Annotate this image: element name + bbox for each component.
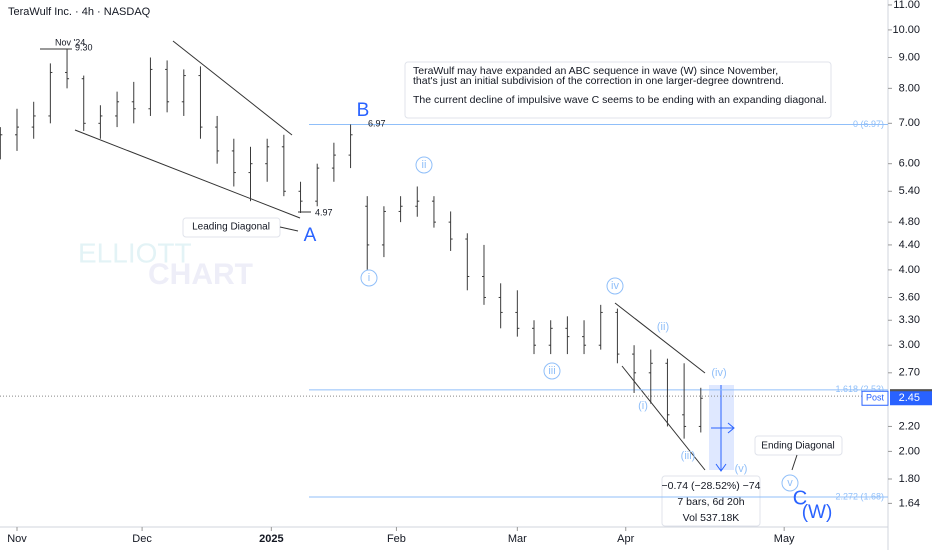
x-tick-label: Mar (508, 533, 527, 545)
annotation: i (368, 272, 370, 284)
y-tick-label: 2.70 (899, 367, 920, 379)
fib-label: 1.618 (2.53) (835, 384, 884, 394)
wave-circle (781, 474, 799, 492)
annotation: (ii) (657, 321, 669, 333)
annotation: Vol 537.18K (683, 512, 740, 524)
y-tick-label: 1.80 (899, 473, 920, 485)
y-tick-label: 3.00 (899, 339, 920, 351)
x-tick-label: 2025 (259, 533, 283, 545)
wave-circle (360, 269, 378, 287)
annotation: v (787, 477, 793, 489)
annotation: (iv) (711, 367, 726, 379)
callout-box (754, 435, 843, 456)
fib-label: 0 (6.97) (853, 119, 884, 129)
post-label: Post (866, 393, 885, 403)
annotation: TeraWulf may have expanded an ABC sequen… (413, 65, 778, 77)
fib-label: 2.272 (1.68) (835, 491, 884, 501)
y-tick-label: 4.80 (899, 216, 920, 228)
x-tick-label: Nov (7, 533, 27, 545)
annotation: ELLIOTT (78, 237, 192, 268)
annotation: −0.74 (−28.52%) −74 (662, 480, 761, 492)
trendline (614, 302, 706, 374)
annotation: iv (611, 280, 619, 292)
measure-arrowhead (727, 422, 735, 434)
callout-pointer (279, 226, 299, 232)
annotation: A (304, 225, 317, 246)
annotation: (i) (638, 400, 648, 412)
x-tick-label: May (774, 533, 795, 545)
y-tick-label: 4.00 (899, 264, 920, 276)
annotation: 9.30 (75, 42, 93, 52)
annotation: (iii) (681, 450, 696, 462)
trendline (172, 40, 293, 136)
y-tick-label: 5.40 (899, 185, 920, 197)
annotation: ii (422, 159, 427, 171)
annotation: 6.97 (368, 118, 386, 128)
note-box (404, 61, 832, 119)
wave-circle (606, 277, 624, 295)
trendline (74, 129, 301, 219)
annotation: iii (548, 365, 555, 377)
y-tick-label: 1.64 (899, 497, 920, 509)
callout-pointer (791, 454, 798, 471)
post-tag (861, 390, 889, 406)
y-tick-label: 7.00 (899, 117, 920, 129)
annotation: Leading Diagonal (192, 222, 270, 233)
x-tick-label: Feb (387, 533, 406, 545)
annotation: B (357, 100, 370, 121)
x-tick-label: Dec (132, 533, 152, 545)
y-tick-label: 4.40 (899, 239, 920, 251)
x-tick-label: Apr (617, 533, 634, 545)
annotation: Ending Diagonal (761, 441, 834, 452)
price-tag-label: 2.45 (899, 392, 920, 404)
annotation: CHART (148, 258, 253, 291)
annotation: C (793, 487, 807, 509)
price-tag (890, 391, 932, 406)
annotation: The current decline of impulsive wave C … (413, 94, 827, 106)
measure-arrowhead (715, 463, 727, 472)
y-tick-label: 3.30 (899, 314, 920, 326)
chart-title: TeraWulf Inc. · 4h · NASDAQ (8, 6, 151, 18)
y-tick-label: 6.00 (899, 158, 920, 170)
y-tick-label: 2.20 (899, 420, 920, 432)
measure-box (661, 475, 761, 527)
annotation: 4.97 (315, 207, 333, 217)
y-tick-label: 2.00 (899, 445, 920, 457)
y-tick-label: 11.00 (893, 0, 920, 11)
wave-circle (543, 362, 561, 380)
annotation: (W) (802, 502, 833, 523)
annotation: (v) (735, 463, 748, 475)
wave-circle (415, 156, 433, 174)
y-tick-label: 3.60 (899, 291, 920, 303)
y-tick-label: 10.00 (892, 24, 920, 36)
y-tick-label: 8.00 (899, 82, 920, 94)
annotation: 7 bars, 6d 20h (677, 496, 744, 508)
annotation: Nov '24 (55, 37, 85, 47)
annotation: that's just an initial subdivision of th… (413, 75, 784, 87)
trendline (621, 365, 706, 471)
y-tick-label: 9.00 (899, 51, 920, 63)
